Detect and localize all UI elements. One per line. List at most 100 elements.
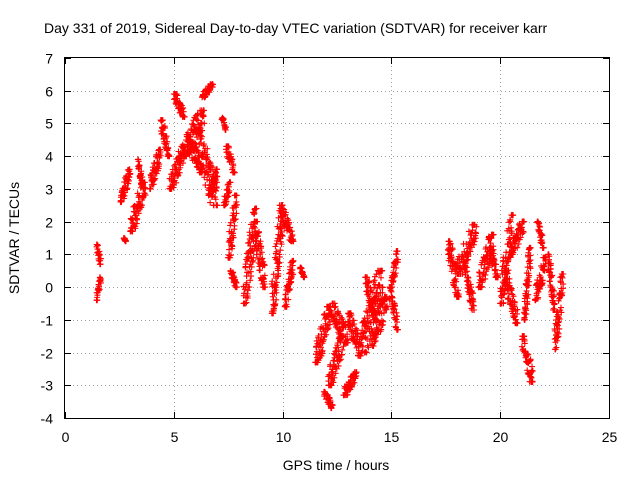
scatter-point <box>495 274 502 281</box>
data-segment <box>277 205 297 245</box>
data-segment <box>508 218 528 258</box>
scatter-point <box>324 326 331 333</box>
scatter-point <box>174 92 181 99</box>
scatter-point <box>527 265 534 272</box>
scatter-point <box>534 294 541 301</box>
scatter-point <box>286 219 293 226</box>
scatter-point <box>445 251 452 258</box>
scatter-point <box>390 305 397 312</box>
scatter-point <box>389 284 396 291</box>
scatter-point <box>393 319 400 326</box>
scatter-point <box>204 145 211 152</box>
scatter-point <box>453 278 460 285</box>
data-segment <box>205 166 221 199</box>
data-segment <box>388 248 401 291</box>
scatter-point <box>198 133 205 140</box>
scatter-point <box>165 144 172 151</box>
scatter-point <box>556 316 563 323</box>
scatter-point <box>157 152 164 159</box>
data-segment <box>170 91 188 120</box>
scatter-point <box>140 185 147 192</box>
scatter-point <box>348 384 355 391</box>
scatter-point <box>246 239 253 246</box>
y-tick-label: 2 <box>45 215 53 231</box>
scatter-point <box>471 307 478 313</box>
plot-frame <box>64 57 610 419</box>
data-segment <box>297 264 308 281</box>
data-segment <box>534 218 547 251</box>
scatter-point <box>511 299 518 306</box>
scatter-point <box>227 252 234 259</box>
scatter-point <box>180 160 187 167</box>
scatter-point <box>214 166 221 173</box>
scatter-point <box>500 299 507 306</box>
scatter-point <box>379 284 386 291</box>
scatter-point <box>508 285 515 292</box>
scatter-point <box>547 260 554 267</box>
scatter-point <box>273 289 280 296</box>
data-segment <box>475 231 497 291</box>
scatter-point <box>372 337 379 344</box>
y-tick-label: 0 <box>45 280 53 296</box>
scatter-point <box>358 339 365 346</box>
scatter-point <box>379 267 386 274</box>
scatter-point <box>362 348 369 355</box>
scatter-point <box>370 296 377 303</box>
scatter-point <box>153 151 160 158</box>
scatter-point <box>203 168 210 175</box>
scatter-point <box>214 173 221 180</box>
scatter-point <box>150 181 157 188</box>
scatter-point <box>539 239 546 246</box>
scatter-point <box>351 321 358 327</box>
scatter-point <box>523 287 530 294</box>
data-segment <box>281 257 297 310</box>
scatter-point <box>473 230 480 237</box>
scatter-point <box>482 271 489 278</box>
scatter-point <box>315 332 322 339</box>
scatter-point <box>278 241 285 248</box>
scatter-point <box>527 356 534 363</box>
data-segment <box>93 274 104 304</box>
scatter-point <box>97 255 104 262</box>
data-segment <box>134 156 147 192</box>
scatter-point <box>207 199 214 206</box>
scatter-point <box>506 275 513 282</box>
scatter-point <box>257 267 264 274</box>
scatter-point <box>394 248 401 255</box>
scatter-point <box>277 247 284 254</box>
scatter-point <box>523 311 530 318</box>
scatter-point <box>555 318 562 325</box>
scatter-point <box>529 363 536 370</box>
data-segment <box>157 117 173 160</box>
scatter-point <box>209 81 216 88</box>
scatter-point <box>97 261 104 268</box>
scatter-point <box>317 344 324 351</box>
scatter-point <box>539 232 546 239</box>
scatter-point <box>394 326 401 333</box>
scatter-point <box>372 318 379 325</box>
scatter-point <box>363 349 370 356</box>
scatter-point <box>394 313 401 320</box>
data-segment <box>146 146 164 192</box>
scatter-point <box>344 391 351 398</box>
scatter-point <box>206 159 213 166</box>
scatter-point <box>232 216 239 223</box>
scatter-point <box>301 274 308 281</box>
scatter-point <box>138 202 145 209</box>
scatter-point <box>384 303 391 310</box>
scatter-point <box>359 343 366 350</box>
scatter-point <box>244 295 251 302</box>
scatter-point <box>134 215 141 222</box>
scatter-point <box>490 250 497 257</box>
scatter-point <box>510 212 517 219</box>
scatter-point <box>136 162 143 169</box>
scatter-point <box>195 149 202 156</box>
scatter-point <box>248 263 255 270</box>
data-marks <box>93 81 567 412</box>
x-tick-label: 5 <box>171 429 179 445</box>
scatter-point <box>261 262 268 269</box>
x-tick-label: 25 <box>602 429 618 445</box>
scatter-point <box>383 306 390 313</box>
scatter-point <box>331 374 338 381</box>
